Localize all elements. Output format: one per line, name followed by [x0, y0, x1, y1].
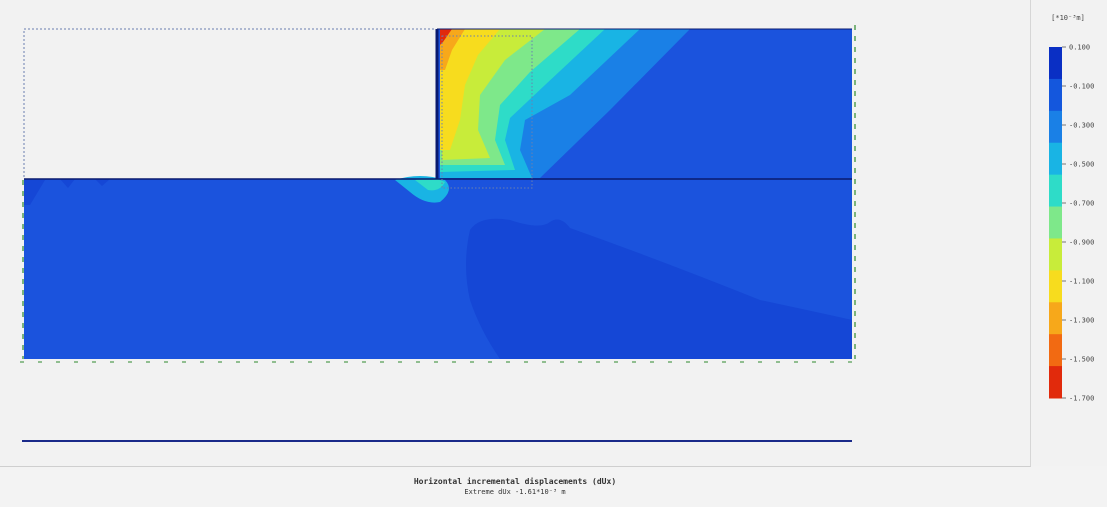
legend-color-bands	[1049, 47, 1062, 399]
displacement-contour-plot	[20, 25, 860, 442]
contour-band-red	[440, 29, 452, 45]
plot-caption: Horizontal incremental displacements (dU…	[0, 467, 1030, 507]
legend-tick-label: 0.100	[1069, 44, 1090, 52]
color-legend: [*10⁻³m] 0.100 -0.100 -0.300 -0.500 -0.700 -0…	[1049, 14, 1094, 403]
contour-deep-blue-zone	[466, 218, 852, 359]
contour-top-dark-strip	[95, 179, 110, 186]
boundary-markers	[22, 25, 856, 359]
contour-wall-toe-core	[415, 178, 445, 191]
legend-tick-label: -1.700	[1069, 395, 1094, 403]
legend-tick-label: -0.100	[1069, 83, 1094, 91]
legend-band	[1049, 366, 1062, 399]
legend-tick-label: -1.100	[1069, 278, 1094, 286]
plot-area[interactable]	[0, 0, 1031, 467]
legend-band	[1049, 78, 1062, 112]
legend-band	[1049, 270, 1062, 303]
contour-band-orange	[440, 29, 465, 70]
legend-band	[1049, 334, 1062, 367]
legend-tick-label: -1.500	[1069, 356, 1094, 364]
anchor-outline	[441, 35, 533, 189]
legend-band	[1049, 110, 1062, 144]
legend-band	[1049, 302, 1062, 335]
legend-panel: [*10⁻³m] 0.100 -0.100 -0.300 -0.500 -0.700 -0…	[1031, 0, 1107, 466]
contour-band-yellow	[440, 29, 500, 150]
legend-tick-labels: 0.100 -0.100 -0.300 -0.500 -0.700 -0.900 -1.10…	[1062, 44, 1094, 403]
legend-tick-label: -0.500	[1069, 161, 1094, 169]
legend-band	[1049, 238, 1062, 271]
legend-band	[1049, 174, 1062, 208]
legend-tick-label: -0.900	[1069, 239, 1094, 247]
legend-tick-label: -1.300	[1069, 317, 1094, 325]
legend-unit-label: [*10⁻³m]	[1051, 14, 1085, 22]
caption-title: Horizontal incremental displacements (dU…	[413, 477, 617, 486]
excavation-outline	[23, 28, 437, 180]
contour-left-dark-notch	[24, 180, 45, 205]
legend-band	[1049, 142, 1062, 176]
contour-top-dark-strip	[60, 179, 75, 188]
legend-band	[1049, 206, 1062, 239]
legend-tick-label: -0.700	[1069, 200, 1094, 208]
legend-tick-label: -0.300	[1069, 122, 1094, 130]
legend-band	[1049, 47, 1062, 80]
caption-subtitle: Extreme dUx -1.61*10⁻³ m	[464, 488, 566, 496]
